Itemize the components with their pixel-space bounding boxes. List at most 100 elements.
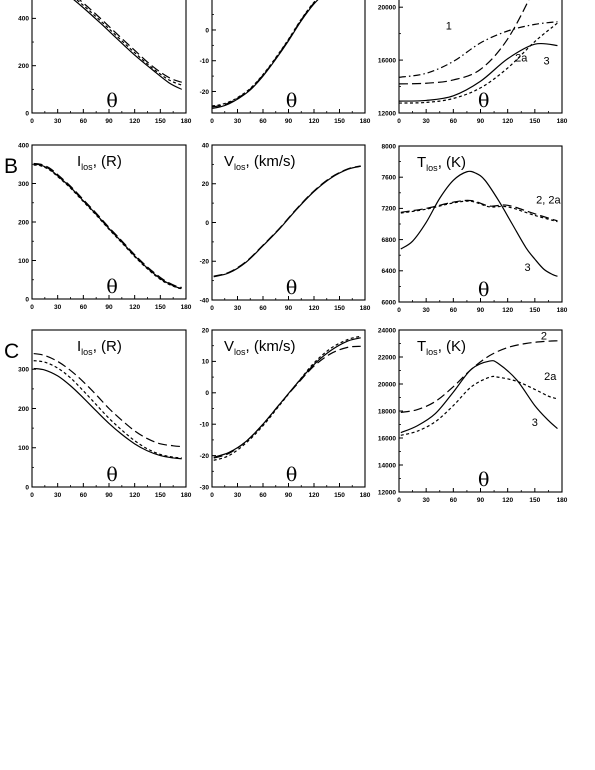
x-tick-label: 150 bbox=[529, 118, 540, 125]
series-line-short-dash bbox=[76, 0, 182, 86]
series-line-1 bbox=[399, 21, 558, 78]
x-axis-theta-symbol: θ bbox=[286, 277, 297, 299]
x-tick-label: 0 bbox=[30, 492, 34, 499]
series-line-2a bbox=[399, 22, 558, 104]
series-group bbox=[33, 162, 182, 290]
x-tick-label: 120 bbox=[129, 118, 140, 125]
x-tick-label: 180 bbox=[181, 492, 192, 499]
series-line-2a bbox=[400, 375, 558, 436]
y-tick-label: 0 bbox=[25, 484, 29, 491]
panel-title: Tlos, (K) bbox=[417, 154, 466, 173]
y-tick-label: 20000 bbox=[378, 4, 396, 11]
panel-title: Ilos, (R) bbox=[77, 338, 122, 357]
series-line-long-dash bbox=[78, 0, 182, 83]
x-tick-label: 150 bbox=[334, 492, 345, 499]
curve-label: 3 bbox=[525, 262, 531, 274]
x-tick-label: 30 bbox=[54, 304, 62, 311]
series-line-long-dash bbox=[33, 162, 182, 289]
x-tick-label: 60 bbox=[80, 492, 88, 499]
curve-label: 1 bbox=[446, 21, 452, 33]
y-tick-label: 22000 bbox=[378, 354, 396, 361]
y-tick-label: -10 bbox=[200, 58, 210, 65]
x-tick-label: 90 bbox=[285, 492, 293, 499]
y-tick-label: 6400 bbox=[382, 268, 397, 275]
x-axis-theta-symbol: θ bbox=[478, 279, 489, 301]
panel-c-v: 0 30 60 90 120 150 180 -30 -20 -10 0 10 20 θ bbox=[200, 327, 371, 499]
x-tick-label: 180 bbox=[360, 118, 371, 125]
y-tick-label: 100 bbox=[18, 258, 29, 265]
y-tick-label: 18000 bbox=[378, 408, 396, 415]
series-line-short-dash bbox=[33, 360, 182, 459]
y-tick-label: -20 bbox=[200, 453, 210, 460]
y-tick-label: 6000 bbox=[382, 299, 397, 306]
series-group bbox=[399, 0, 558, 104]
y-tick-label: -20 bbox=[200, 89, 210, 96]
y-tick-label: 0 bbox=[205, 390, 209, 397]
x-axis-theta-symbol: θ bbox=[478, 90, 489, 112]
y-tick-label: 400 bbox=[18, 142, 29, 149]
x-tick-label: 180 bbox=[557, 307, 568, 314]
panel-a-v: 0 30 60 90 120 150 180 -20 -10 0 θ bbox=[200, 0, 371, 125]
series-line-3 bbox=[400, 360, 558, 434]
x-tick-label: 30 bbox=[234, 492, 242, 499]
x-tick-label: 30 bbox=[423, 307, 431, 314]
x-tick-label: 150 bbox=[334, 118, 345, 125]
x-tick-label: 90 bbox=[285, 118, 293, 125]
x-axis-theta-symbol: θ bbox=[106, 464, 117, 486]
x-tick-label: 0 bbox=[30, 304, 34, 311]
series-line-3 bbox=[399, 42, 558, 102]
series-line-solid bbox=[73, 0, 182, 90]
x-tick-label: 60 bbox=[450, 307, 458, 314]
x-tick-label: 0 bbox=[397, 307, 401, 314]
y-tick-label: 20 bbox=[202, 181, 210, 188]
y-tick-label: 6800 bbox=[382, 237, 397, 244]
series-line-solid bbox=[212, 0, 319, 109]
x-tick-label: 0 bbox=[210, 305, 214, 312]
x-tick-label: 30 bbox=[234, 118, 242, 125]
series-group bbox=[213, 335, 361, 461]
x-tick-label: 90 bbox=[477, 118, 485, 125]
series-group bbox=[400, 170, 558, 277]
x-tick-label: 30 bbox=[234, 305, 242, 312]
series-line-long-dash bbox=[33, 352, 182, 448]
panel-a-i: 0 30 60 90 120 150 180 0 200 400 θ bbox=[18, 0, 192, 125]
series-line-solid bbox=[213, 165, 361, 278]
series-line-2 bbox=[400, 340, 558, 413]
series-line-short-dash bbox=[212, 0, 317, 107]
x-tick-label: 120 bbox=[309, 492, 320, 499]
panel-b-v: 0 30 60 90 120 150 180 -40 -20 0 20 40 θ bbox=[200, 142, 371, 312]
y-tick-label: 10 bbox=[202, 359, 210, 366]
y-tick-label: 300 bbox=[18, 367, 29, 374]
panel-c-i: 0 30 60 90 120 150 180 0 100 200 300 θ bbox=[18, 329, 192, 499]
x-tick-label: 180 bbox=[181, 118, 192, 125]
x-axis-theta-symbol: θ bbox=[478, 469, 489, 491]
x-tick-label: 120 bbox=[502, 497, 513, 504]
panel-b-t: 0 30 60 90 120 150 180 6000 6400 6800 7200 7600 8000… bbox=[382, 143, 568, 314]
panel-b-i: 0 30 60 90 120 150 180 0 100 200 300 400 θ bbox=[18, 142, 192, 311]
y-tick-label: 100 bbox=[18, 445, 29, 452]
x-tick-label: 180 bbox=[360, 305, 371, 312]
x-tick-label: 90 bbox=[477, 307, 485, 314]
series-group bbox=[33, 352, 182, 460]
x-tick-label: 0 bbox=[397, 497, 401, 504]
series-line-solid bbox=[33, 367, 182, 460]
y-tick-label: 400 bbox=[18, 16, 29, 23]
x-tick-label: 60 bbox=[259, 118, 267, 125]
x-tick-label: 90 bbox=[105, 304, 113, 311]
x-tick-label: 150 bbox=[334, 305, 345, 312]
series-line-long-dash bbox=[213, 345, 361, 459]
y-tick-label: 14000 bbox=[378, 462, 396, 469]
curve-label: 3 bbox=[532, 417, 538, 429]
series-line-2a bbox=[400, 200, 558, 223]
y-tick-label: 7200 bbox=[382, 206, 397, 213]
x-tick-label: 60 bbox=[450, 497, 458, 504]
y-tick-label: 20000 bbox=[378, 381, 396, 388]
x-axis-theta-symbol: θ bbox=[286, 464, 297, 486]
panel-c-t: 0 30 60 90 120 150 180 12000 14000 16000 18000 2000… bbox=[378, 327, 568, 504]
x-tick-label: 180 bbox=[557, 118, 568, 125]
y-tick-label: 0 bbox=[25, 296, 29, 303]
x-tick-label: 120 bbox=[502, 118, 513, 125]
curve-label: 2a bbox=[544, 371, 557, 383]
panel-a-t: 0 30 60 90 120 150 180 12000 16000 20000 1 2a 3 θ bbox=[378, 0, 568, 125]
